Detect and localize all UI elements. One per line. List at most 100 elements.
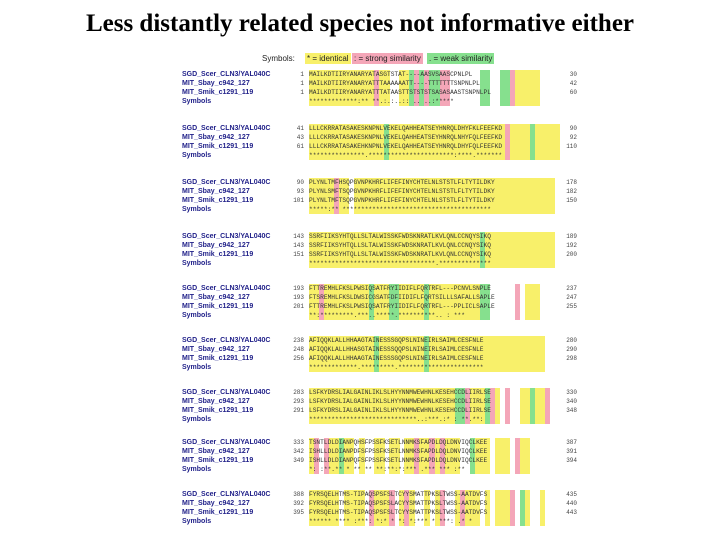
shading-column bbox=[504, 124, 511, 160]
shading-column bbox=[384, 284, 390, 320]
shading-column bbox=[424, 70, 430, 106]
conservation-shading bbox=[309, 232, 560, 268]
shading-column bbox=[319, 70, 325, 106]
shading-column bbox=[504, 388, 511, 424]
shading-column bbox=[334, 178, 340, 214]
shading-column bbox=[464, 232, 470, 268]
shading-column bbox=[474, 490, 480, 526]
shading-column bbox=[434, 284, 440, 320]
shading-column bbox=[354, 388, 360, 424]
shading-column bbox=[419, 438, 425, 474]
shading-column bbox=[374, 232, 380, 268]
shading-column bbox=[369, 284, 375, 320]
shading-column bbox=[309, 336, 315, 372]
shading-column bbox=[369, 490, 375, 526]
shading-column bbox=[544, 124, 551, 160]
shading-column bbox=[474, 438, 480, 474]
shading-column bbox=[509, 178, 516, 214]
shading-column bbox=[449, 284, 455, 320]
shading-column bbox=[359, 178, 365, 214]
shading-column bbox=[389, 490, 395, 526]
consensus-symbols: **********************************.*****… bbox=[309, 260, 491, 267]
shading-column bbox=[389, 232, 395, 268]
end-position: 394 bbox=[566, 457, 577, 464]
shading-column bbox=[444, 438, 450, 474]
shading-column bbox=[414, 70, 420, 106]
shading-column bbox=[309, 70, 315, 106]
shading-column bbox=[339, 178, 345, 214]
shading-column bbox=[529, 70, 536, 106]
alignment-block: SGD_Scer_CLN3/YAL040C 90 PLYNLTMFHSQPGVNPK… bbox=[182, 178, 577, 220]
shading-column bbox=[439, 490, 445, 526]
shading-column bbox=[409, 70, 415, 106]
shading-column bbox=[384, 232, 390, 268]
shading-column bbox=[479, 336, 485, 372]
shading-column bbox=[434, 388, 440, 424]
shading-column bbox=[529, 178, 536, 214]
shading-column bbox=[449, 438, 455, 474]
shading-column bbox=[404, 70, 410, 106]
shading-column bbox=[414, 284, 420, 320]
shading-column bbox=[514, 336, 521, 372]
conservation-shading bbox=[309, 336, 560, 372]
aligned-sequence: TSNTLDLDIANPQHSFPSSFKSETLNNMKSFAPDLDQLDN… bbox=[309, 439, 488, 446]
aligned-sequence: FTSREMHLFKSLDWSICGSATFDFIIDIFLFQRTSILLLS… bbox=[309, 294, 495, 301]
symbols-row-label: Symbols bbox=[182, 98, 212, 105]
shading-column bbox=[389, 438, 395, 474]
sequence-name: MIT_Smik_c1291_119 bbox=[182, 143, 254, 150]
symbols-row-label: Symbols bbox=[182, 152, 212, 159]
aligned-sequence: SSRFIIKSYHTQLLSLTALWISSKFWDSKNRATLKVLQNL… bbox=[309, 251, 491, 258]
aligned-sequence: AFIQQKLALLHHAAGTAINESSSGQPSLNINEIRLSAIML… bbox=[309, 355, 484, 362]
shading-column bbox=[389, 388, 395, 424]
conservation-shading bbox=[309, 284, 560, 320]
shading-column bbox=[479, 178, 485, 214]
consensus-symbols: *: :**.** * ** ** **:**:*:*** .*** *** :… bbox=[309, 466, 465, 473]
start-position: 61 bbox=[296, 143, 304, 150]
shading-column bbox=[534, 232, 541, 268]
shading-column bbox=[414, 336, 420, 372]
shading-column bbox=[314, 124, 320, 160]
shading-column bbox=[394, 178, 400, 214]
shading-column bbox=[424, 336, 430, 372]
shading-column bbox=[334, 490, 340, 526]
shading-column bbox=[369, 336, 375, 372]
sequence-name: MIT_Smik_c1291_119 bbox=[182, 251, 254, 258]
shading-column bbox=[329, 336, 335, 372]
shading-column bbox=[394, 336, 400, 372]
shading-column bbox=[549, 232, 556, 268]
legend-identical: * = identical bbox=[305, 53, 351, 64]
symbols-legend: Symbols: * = identical : = strong simila… bbox=[182, 52, 577, 66]
shading-column bbox=[329, 178, 335, 214]
sequence-name: SGD_Scer_CLN3/YAL040C bbox=[182, 389, 271, 396]
shading-column bbox=[409, 232, 415, 268]
end-position: 60 bbox=[569, 89, 577, 96]
shading-column bbox=[409, 336, 415, 372]
start-position: 201 bbox=[293, 303, 304, 310]
shading-column bbox=[484, 336, 490, 372]
shading-column bbox=[374, 178, 380, 214]
shading-column bbox=[494, 232, 501, 268]
shading-column bbox=[424, 388, 430, 424]
shading-column bbox=[344, 388, 350, 424]
consensus-symbols: **:*********.***..*****.**********.. : *… bbox=[309, 312, 465, 319]
start-position: 151 bbox=[293, 251, 304, 258]
shading-column bbox=[524, 336, 531, 372]
shading-column bbox=[469, 178, 475, 214]
aligned-sequence: FYRSQELHTMS-TIPAQSPSFSLTCYYSMATTPKSLTWSS… bbox=[309, 509, 488, 516]
alignment-block: SGD_Scer_CLN3/YAL040C 1 MAILKDTIIRYANARYAT… bbox=[182, 70, 577, 112]
slide-title: Less distantly related species not infor… bbox=[85, 10, 635, 37]
aligned-sequence: FTTREMHLFKSLPWSIQSATFRYIIDIFLFQRTRFL---P… bbox=[309, 303, 495, 310]
shading-column bbox=[414, 438, 420, 474]
shading-column bbox=[314, 388, 320, 424]
shading-column bbox=[539, 388, 546, 424]
start-position: 93 bbox=[296, 188, 304, 195]
aligned-sequence: ISHLLDLDIANPQFSFPSSFKSETLNNMKSFAPDLDQLDN… bbox=[309, 457, 488, 464]
end-position: 30 bbox=[569, 71, 577, 78]
shading-column bbox=[519, 388, 526, 424]
shading-column bbox=[434, 178, 440, 214]
alignment-block: SGD_Scer_CLN3/YAL040C 41 LLLCKRRATASAKESKN… bbox=[182, 124, 577, 166]
shading-column bbox=[459, 232, 465, 268]
sequence-name: MIT_Smik_c1291_119 bbox=[182, 457, 254, 464]
shading-column bbox=[429, 388, 435, 424]
sequence-name: MIT_Smik_c1291_119 bbox=[182, 197, 254, 204]
